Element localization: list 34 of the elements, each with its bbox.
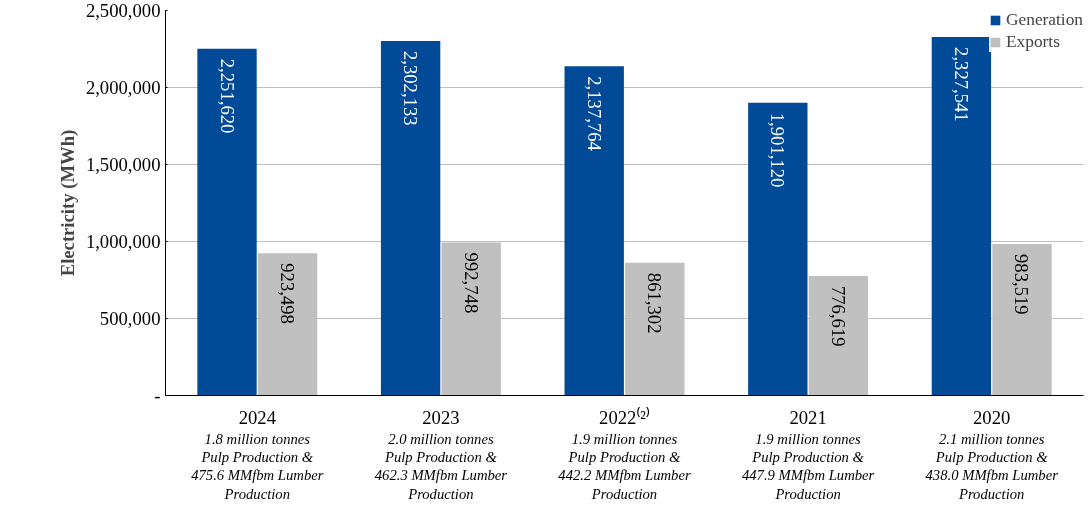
data-label: 1,901,120: [767, 112, 789, 188]
bar: [197, 48, 257, 396]
y-tick-label: 500,000: [99, 308, 161, 329]
bar: [931, 37, 992, 396]
y-tick-label: -: [154, 385, 161, 406]
bar: [380, 40, 441, 396]
data-label: 2,251,620: [216, 58, 238, 134]
data-label: 923,498: [277, 263, 299, 324]
y-axis-title: Electricity (MWh): [56, 129, 79, 277]
x-tick-label: 2023: [422, 406, 460, 428]
y-tick-label: 2,500,000: [85, 0, 161, 21]
legend-label: Generation: [1006, 10, 1083, 30]
legend-label: Exports: [1006, 32, 1060, 52]
data-label: 776,619: [827, 285, 849, 347]
text: 1.9 million tonnes Pulp Production & 447.9 MMfbm Lumber Production: [741, 430, 875, 502]
text: 1.8 million tonnes Pulp Production & 475.6 MMfbm Lumber Production: [191, 430, 324, 502]
bar: [564, 66, 624, 396]
data-label: 992,748: [460, 252, 482, 314]
data-label: 2,137,764: [583, 76, 605, 152]
x-tick-label: 2022⁽²⁾: [599, 406, 650, 428]
data-label: 861,302: [644, 272, 666, 334]
x-tick-label: 2024: [238, 406, 277, 428]
text: 1.9 million tonnes Pulp Production & 442.2 MMfbm Lumber Production: [558, 430, 691, 502]
y-tick-label: 2,000,000: [85, 77, 161, 98]
x-tick-label: 2020: [973, 406, 1011, 428]
data-label: 2,302,133: [400, 50, 422, 126]
y-tick-label: 1,000,000: [85, 231, 161, 252]
data-label: 983,519: [1011, 254, 1033, 315]
x-tick-label: 2021: [789, 406, 827, 428]
text: 2.1 million tonnes Pulp Production & 438.0 MMfbm Lumber Production: [925, 430, 1059, 502]
bar: [748, 102, 808, 396]
y-tick-label: 1,500,000: [85, 154, 161, 175]
text: 2.0 million tonnes Pulp Production & 462.3 MMfbm Lumber Production: [374, 430, 508, 502]
data-label: 2,327,541: [950, 47, 972, 122]
